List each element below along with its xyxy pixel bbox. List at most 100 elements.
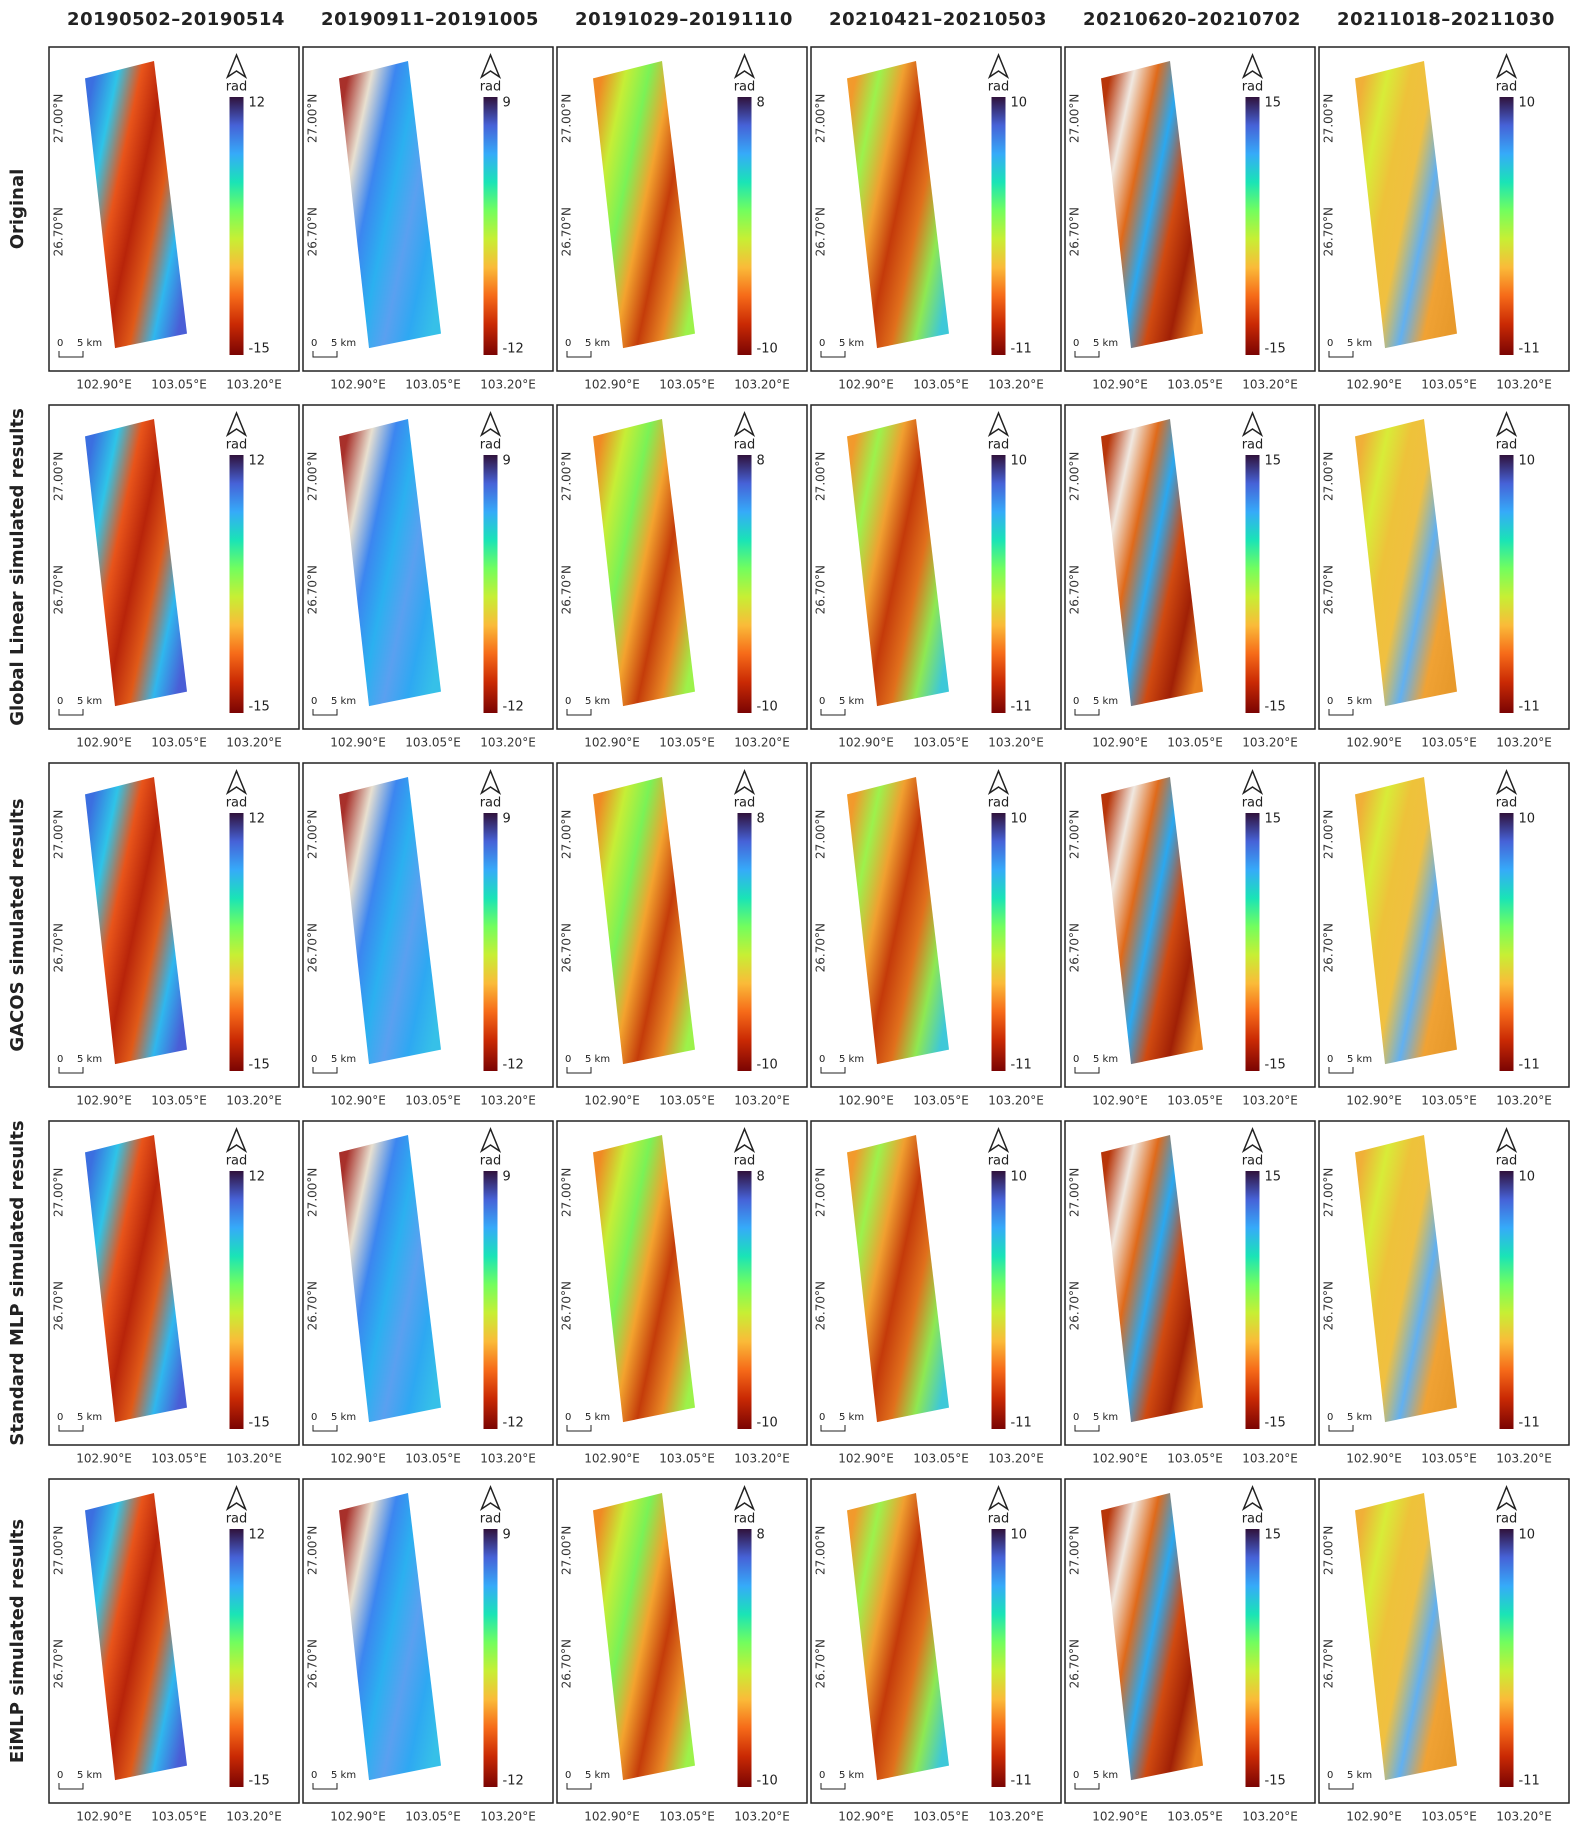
lon-label: 103.05°E [913,1452,969,1466]
scale-zero: 0 [311,338,317,349]
lon-label: 102.90°E [1346,736,1402,750]
north-arrow [479,53,502,79]
colorbar-min: -15 [249,700,270,715]
lon-label: 103.20°E [988,378,1044,392]
lon-label: 103.20°E [988,1452,1044,1466]
lon-label: 102.90°E [584,1094,640,1108]
scale-zero: 0 [1327,338,1333,349]
unit-label: rad [480,438,502,453]
scale-zero: 0 [311,1412,317,1423]
row-label: Original [7,169,28,250]
lat-label: 26.70°N [1068,1639,1082,1688]
unit-label: rad [734,1512,756,1527]
lon-label: 103.05°E [405,1094,461,1108]
lat-label: 26.70°N [1068,207,1082,256]
colorbar-min: -10 [757,1774,778,1789]
panel: 27.00°N 26.70°N 102.90°E 103.05°E 103.20°E ra… [556,1478,808,1824]
map-raster [1101,61,1203,349]
north-arrow [1495,1127,1518,1153]
panel: 27.00°N 26.70°N 102.90°E 103.05°E 103.20°E ra… [1318,762,1570,1108]
lon-label: 103.05°E [1421,736,1477,750]
scale-length: 5 km [839,1770,864,1781]
north-arrow [479,411,502,437]
scale-bar [820,1425,846,1432]
colorbar [483,1171,498,1429]
lon-label: 103.20°E [734,378,790,392]
map-raster [1355,1493,1457,1781]
north-arrow [1495,53,1518,79]
lat-label: 26.70°N [560,1281,574,1330]
scale-zero: 0 [819,338,825,349]
lon-label: 103.20°E [1496,736,1552,750]
lon-label: 103.05°E [659,1810,715,1824]
colorbar [737,1529,752,1787]
colorbar [737,455,752,713]
colorbar-min: -11 [1519,342,1540,357]
scale-zero: 0 [1073,1054,1079,1065]
unit-label: rad [1496,796,1518,811]
lat-label: 27.00°N [1322,452,1336,501]
scale-length: 5 km [585,1412,610,1423]
scale-zero: 0 [565,696,571,707]
colorbar-max: 12 [249,454,266,469]
panel: 27.00°N 26.70°N 102.90°E 103.05°E 103.20°E ra… [48,46,300,392]
lat-label: 27.00°N [306,810,320,859]
scale-length: 5 km [839,696,864,707]
panel: 27.00°N 26.70°N 102.90°E 103.05°E 103.20°E ra… [556,762,808,1108]
north-arrow [1495,1485,1518,1511]
unit-label: rad [988,80,1010,95]
lon-label: 103.20°E [226,1094,282,1108]
lon-label: 103.20°E [226,736,282,750]
panel: 27.00°N 26.70°N 102.90°E 103.05°E 103.20°E ra… [1064,1120,1316,1466]
lat-label: 26.70°N [306,207,320,256]
lon-label: 102.90°E [838,736,894,750]
lat-label: 26.70°N [1068,565,1082,614]
row-label: Standard MLP simulated results [7,1120,28,1445]
north-arrow [1241,769,1264,795]
lat-label: 26.70°N [52,923,66,972]
panel: 27.00°N 26.70°N 102.90°E 103.05°E 103.20°E ra… [556,1120,808,1466]
lon-label: 102.90°E [1092,378,1148,392]
lat-label: 27.00°N [52,1168,66,1217]
panel: 27.00°N 26.70°N 102.90°E 103.05°E 103.20°E ra… [810,1478,1062,1824]
north-arrow [225,769,248,795]
colorbar [1499,1171,1514,1429]
north-arrow [733,769,756,795]
scale-zero: 0 [57,1054,63,1065]
colorbar [1499,1529,1514,1787]
colorbar-min: -12 [503,700,524,715]
colorbar-max: 9 [503,96,511,111]
north-arrow [1241,1127,1264,1153]
scale-bar [1074,709,1100,716]
scale-length: 5 km [585,338,610,349]
colorbar-min: -15 [1265,342,1286,357]
lon-label: 103.20°E [1242,1452,1298,1466]
lon-label: 102.90°E [584,736,640,750]
unit-label: rad [1242,1512,1264,1527]
unit-label: rad [734,796,756,811]
lat-label: 27.00°N [814,452,828,501]
column-title: 20211018–20211030 [1337,9,1555,30]
lon-label: 102.90°E [76,736,132,750]
north-arrow [1495,769,1518,795]
scale-length: 5 km [585,696,610,707]
scale-length: 5 km [77,1770,102,1781]
scale-length: 5 km [839,1412,864,1423]
colorbar [229,455,244,713]
lat-label: 26.70°N [52,1639,66,1688]
lon-label: 103.05°E [151,378,207,392]
unit-label: rad [480,796,502,811]
colorbar-min: -15 [249,1416,270,1431]
lon-label: 103.05°E [405,1452,461,1466]
colorbar-min: -10 [757,700,778,715]
scale-zero: 0 [311,1054,317,1065]
lat-label: 27.00°N [52,810,66,859]
lat-label: 27.00°N [560,452,574,501]
panel: 27.00°N 26.70°N 102.90°E 103.05°E 103.20°E ra… [810,404,1062,750]
map-raster [85,61,187,349]
scale-zero: 0 [57,1770,63,1781]
colorbar-max: 10 [1519,454,1536,469]
colorbar [1245,1171,1260,1429]
map-raster [1355,1135,1457,1423]
